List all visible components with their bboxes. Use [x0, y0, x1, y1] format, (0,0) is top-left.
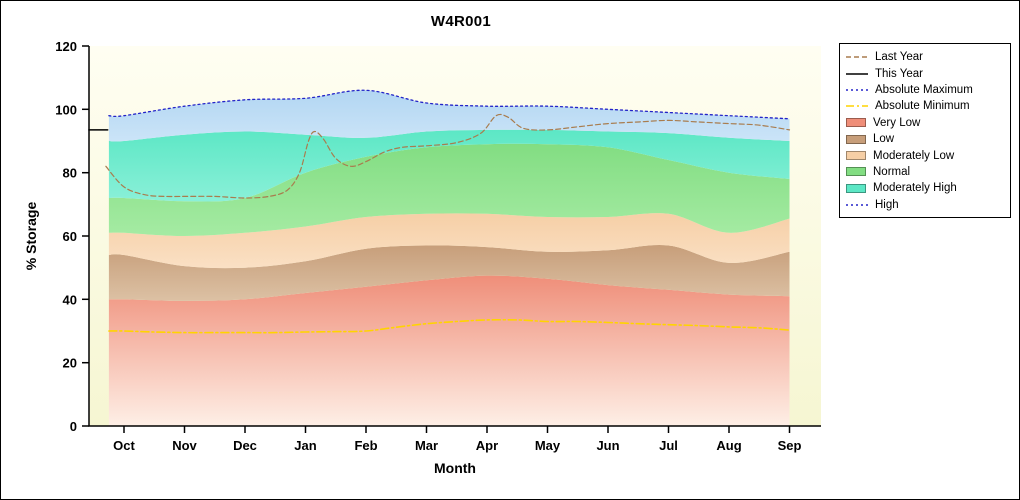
- x-tick-label: Feb: [354, 438, 377, 453]
- series-absolute-minimum: [108, 318, 791, 334]
- series-absolute-maximum: [108, 89, 791, 120]
- y-tick-label: 20: [63, 356, 77, 371]
- legend-label: Absolute Maximum: [875, 83, 973, 96]
- chart-title: W4R001: [430, 13, 492, 30]
- y-tick-label: 60: [63, 229, 77, 244]
- legend-item-this-year: This Year: [846, 65, 1004, 81]
- legend-item-absolute-minimum: Absolute Minimum: [846, 98, 1004, 114]
- legend: Last Year This Year Absolute Maximum Absolu…: [839, 43, 1011, 218]
- legend-item-normal: Normal: [846, 164, 1004, 180]
- series-last-year: [105, 113, 791, 199]
- x-axis-label: Month: [434, 460, 476, 476]
- legend-item-moderately-low: Moderately Low: [846, 147, 1004, 163]
- x-tick-label: Apr: [476, 438, 498, 453]
- band-very-low: [108, 275, 790, 426]
- x-tick-label: Sep: [778, 438, 802, 453]
- legend-label: This Year: [875, 67, 923, 80]
- legend-swatch-moderately-high: [846, 183, 866, 193]
- legend-swatch-absolute-minimum: [846, 101, 868, 111]
- legend-label: Absolute Minimum: [875, 100, 970, 113]
- legend-swatch-high: [846, 200, 868, 210]
- y-tick-label: 0: [70, 419, 77, 434]
- band-moderately-low: [108, 213, 790, 269]
- x-tick-label: Dec: [233, 438, 257, 453]
- legend-label: Last Year: [875, 51, 923, 64]
- legend-swatch-absolute-maximum: [846, 85, 868, 95]
- band-low: [108, 245, 790, 301]
- x-tick-label: Jun: [596, 438, 619, 453]
- legend-swatch-moderately-low: [846, 151, 866, 161]
- legend-swatch-low: [846, 134, 866, 144]
- y-tick-label: 100: [55, 102, 77, 117]
- band-moderately-high: [108, 129, 790, 202]
- x-tick-label: May: [535, 438, 561, 453]
- legend-swatch-last-year: [846, 52, 868, 62]
- y-tick-label: 40: [63, 292, 77, 307]
- legend-item-moderately-high: Moderately High: [846, 180, 1004, 196]
- legend-label: Very Low: [873, 116, 921, 129]
- x-tick-label: Aug: [716, 438, 741, 453]
- y-tick-label: 120: [55, 39, 77, 54]
- legend-swatch-this-year: [846, 69, 868, 79]
- x-tick-label: Oct: [113, 438, 135, 453]
- legend-swatch-normal: [846, 167, 866, 177]
- x-tick-label: Nov: [172, 438, 197, 453]
- x-tick-label: Jul: [659, 438, 678, 453]
- legend-label: Low: [873, 133, 895, 146]
- legend-item-absolute-maximum: Absolute Maximum: [846, 82, 1004, 98]
- legend-swatch-very-low: [846, 118, 866, 128]
- legend-label: Moderately Low: [873, 149, 955, 162]
- y-tick-label: 80: [63, 166, 77, 181]
- legend-item-last-year: Last Year: [846, 49, 1004, 65]
- legend-label: Normal: [873, 165, 911, 178]
- band-normal: [108, 143, 790, 236]
- legend-item-high: High: [846, 197, 1004, 213]
- legend-item-very-low: Very Low: [846, 115, 1004, 131]
- legend-label: High: [875, 198, 899, 211]
- legend-label: Moderately High: [873, 182, 957, 195]
- x-tick-label: Jan: [294, 438, 316, 453]
- x-tick-label: Mar: [415, 438, 438, 453]
- band-high: [108, 90, 790, 142]
- legend-item-low: Low: [846, 131, 1004, 147]
